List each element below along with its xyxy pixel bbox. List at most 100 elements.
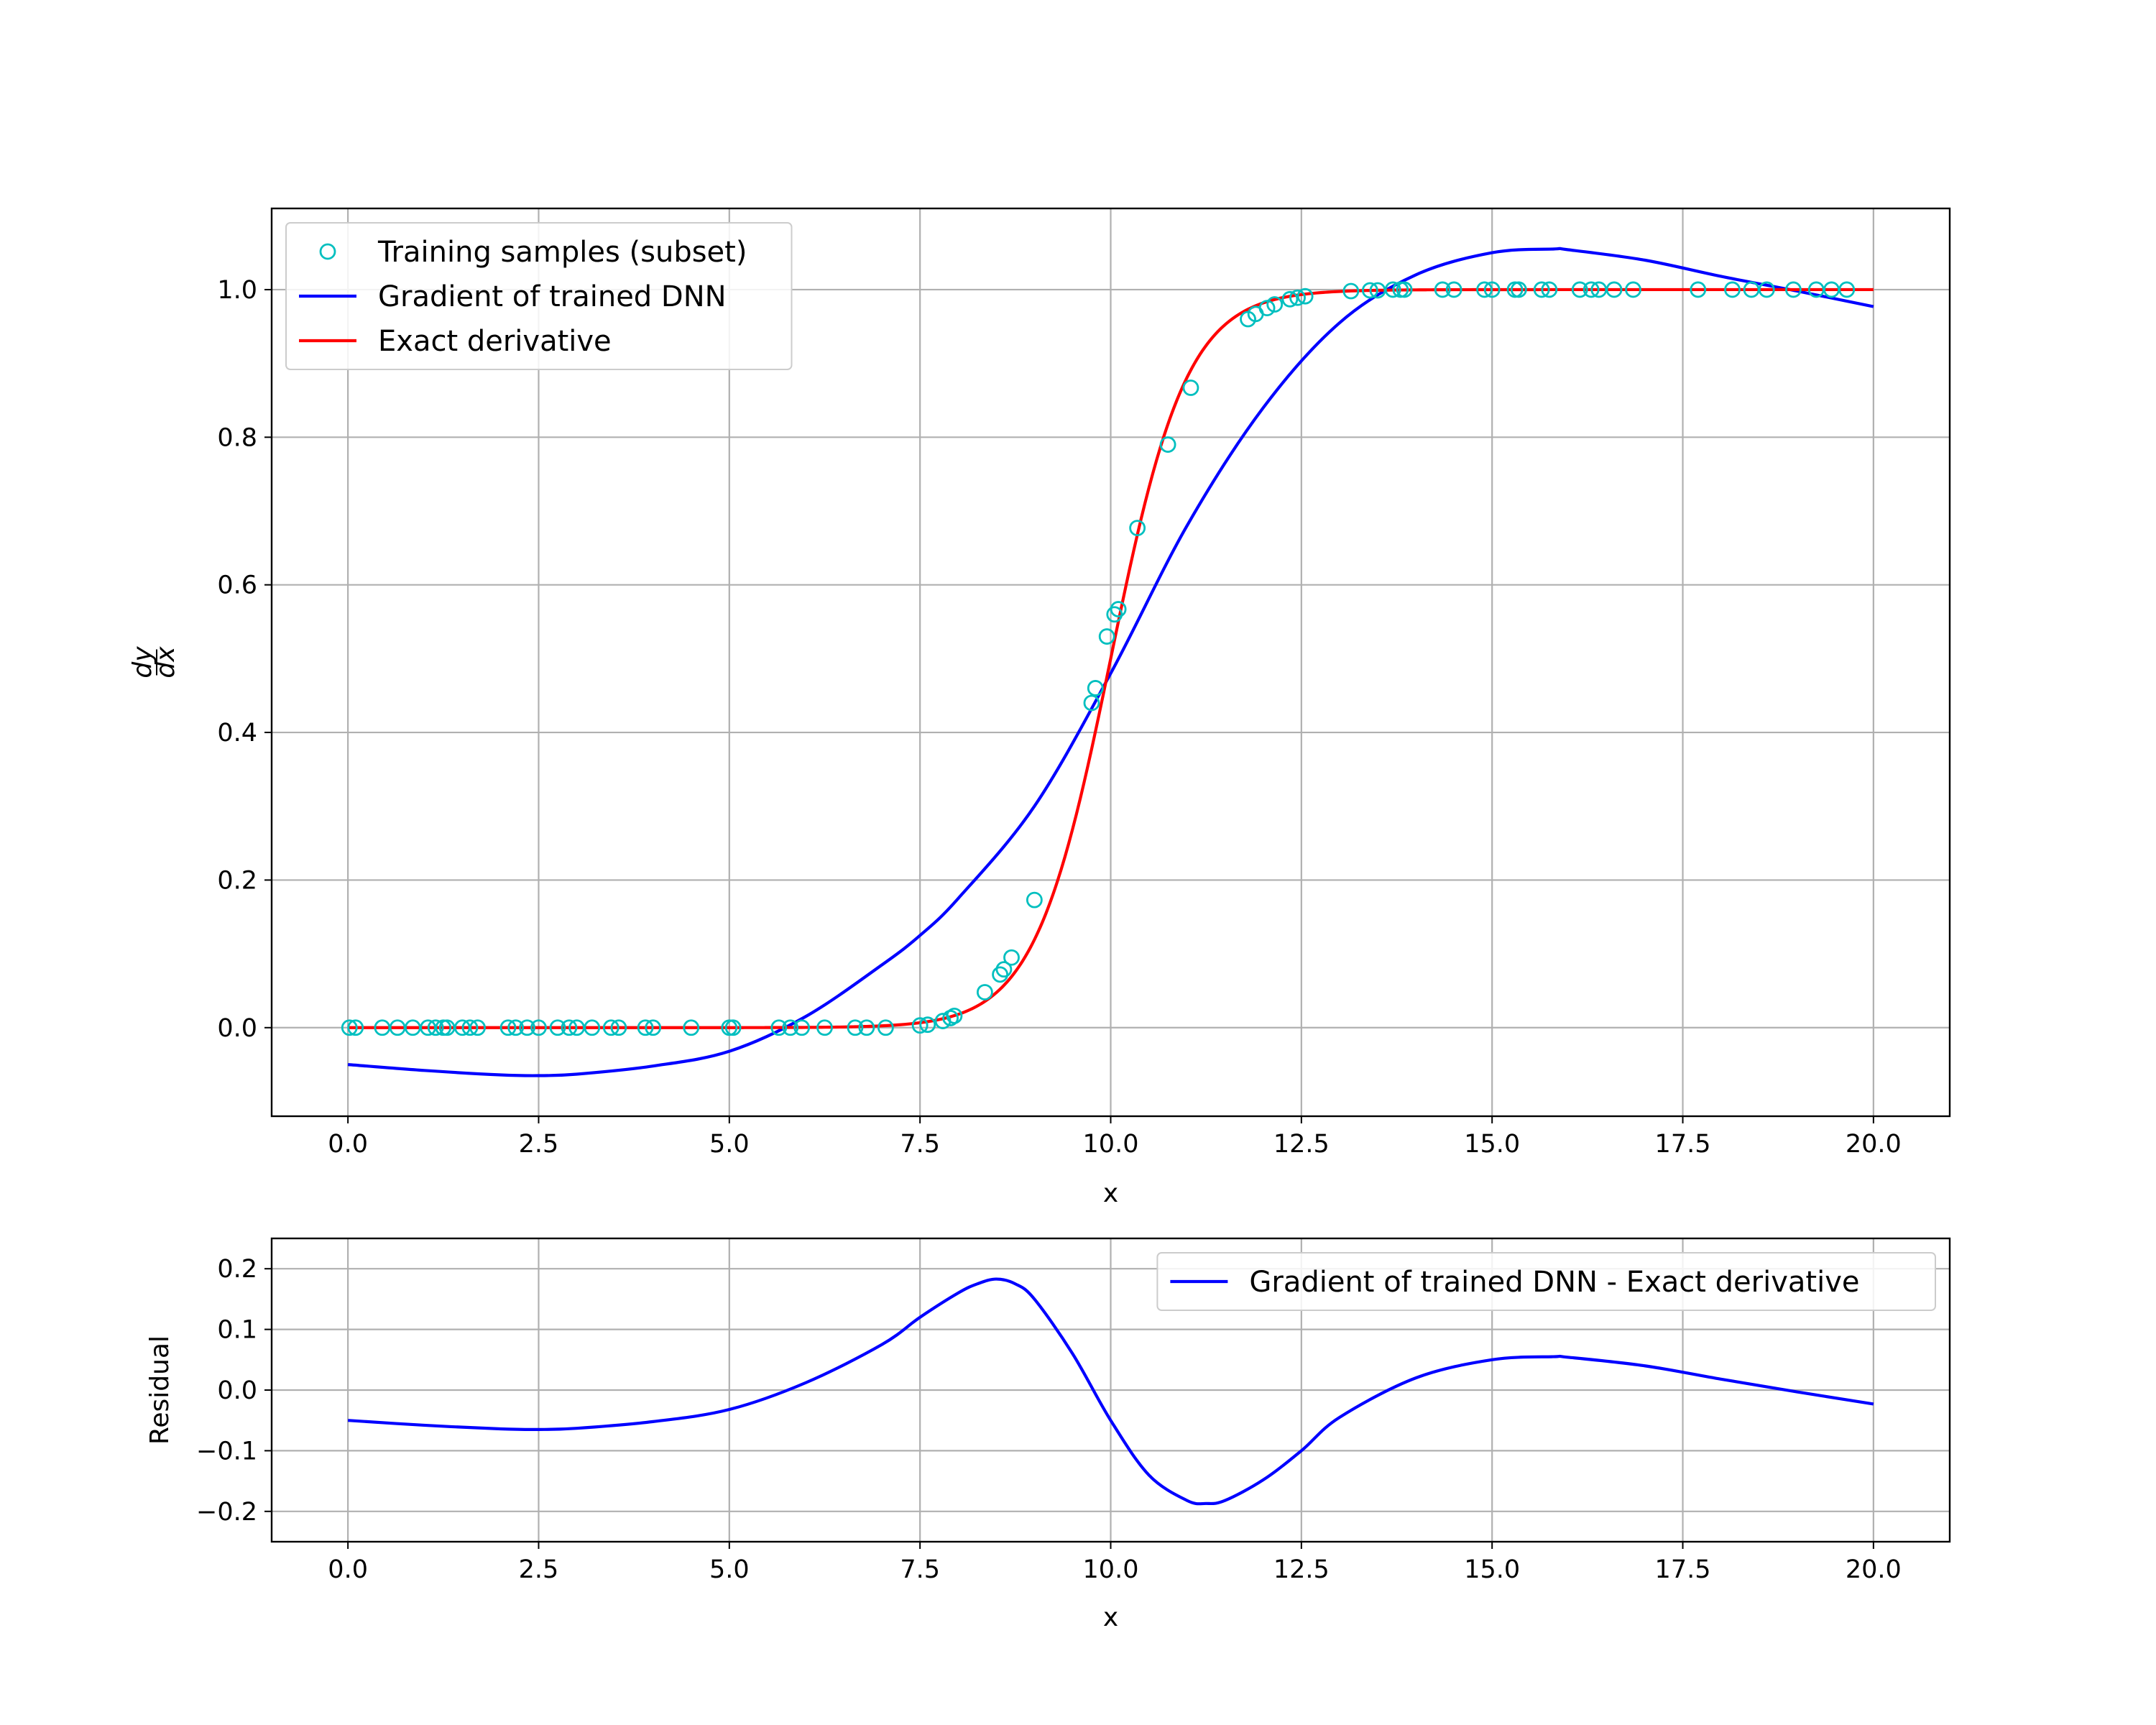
x-tick-label: 12.5	[1273, 1555, 1330, 1584]
legend-label: Gradient of trained DNN - Exact derivati…	[1249, 1266, 1859, 1299]
training-sample-point	[919, 1016, 936, 1034]
training-sample-point	[561, 1019, 578, 1036]
x-tick-label: 20.0	[1846, 1130, 1902, 1159]
legend-box	[1156, 1252, 1936, 1311]
x-tick-label: 15.0	[1464, 1130, 1520, 1159]
training-sample-point	[1758, 281, 1775, 298]
training-sample-point	[1476, 281, 1493, 298]
series-line-gradient-of-trained-dnn-exact-derivative	[348, 1277, 1874, 1506]
legend: Training samples (subset) Gradient of tra…	[285, 222, 793, 370]
x-axis-label: x	[1103, 1603, 1118, 1632]
training-sample-point	[347, 1019, 364, 1036]
training-sample-point	[946, 1007, 963, 1024]
x-tick-label: 5.0	[709, 1130, 750, 1159]
training-sample-point	[847, 1019, 864, 1036]
y-tick-label: 1.0	[217, 276, 257, 305]
x-tick-label: 0.0	[328, 1130, 368, 1159]
training-sample-point	[499, 1019, 517, 1036]
training-sample-point	[1361, 282, 1378, 299]
x-tick-label: 7.5	[900, 1130, 940, 1159]
y-tick-label: −0.2	[196, 1498, 257, 1527]
x-tick-label: 12.5	[1273, 1130, 1330, 1159]
y-tick-label: 0.2	[217, 866, 257, 895]
residual-chart-panel: 0.0 2.5 5.0 7.5 10.0 12.5 15.0 17.5 20.0 0.2 0.1 0.…	[145, 1237, 1951, 1632]
training-sample-point	[1384, 281, 1401, 298]
training-sample-point	[1541, 281, 1558, 298]
training-sample-point	[1583, 281, 1600, 298]
legend-label: Gradient of trained DNN	[378, 280, 727, 313]
series-line-exact-derivative	[348, 288, 1874, 1029]
training-sample-point	[1106, 606, 1123, 623]
plot-area	[348, 1277, 1874, 1506]
y-tick-label: 0.0	[217, 1376, 257, 1405]
training-sample-point	[1838, 281, 1856, 298]
training-sample-point	[1533, 281, 1550, 298]
training-sample-point	[461, 1019, 479, 1036]
x-tick-label: 15.0	[1464, 1555, 1520, 1584]
training-sample-point	[1110, 601, 1127, 617]
training-sample-point	[1289, 289, 1306, 306]
legend-label: Exact derivative	[378, 325, 612, 358]
y-tick-label: 0.8	[217, 423, 257, 452]
y-tick-label: 0.6	[217, 571, 257, 600]
training-sample-point	[507, 1019, 525, 1036]
training-sample-point	[976, 984, 993, 1000]
training-sample-point	[602, 1019, 619, 1036]
training-sample-point	[1724, 281, 1741, 298]
training-sample-point	[911, 1017, 929, 1034]
training-sample-point	[1159, 436, 1176, 453]
training-sample-point	[1087, 680, 1104, 696]
y-axis-label: Residual	[145, 1335, 175, 1445]
training-sample-point	[858, 1019, 875, 1036]
x-axis-label: x	[1103, 1179, 1118, 1208]
x-tick-label: 10.0	[1083, 1130, 1139, 1159]
legend: Gradient of trained DNN - Exact derivati…	[1156, 1252, 1936, 1311]
training-sample-point	[1342, 282, 1360, 300]
training-sample-point	[584, 1019, 601, 1036]
y-axis-label-denominator: dx	[151, 646, 180, 678]
training-sample-point	[1785, 281, 1802, 298]
training-sample-point	[724, 1019, 742, 1036]
training-sample-point	[1445, 281, 1462, 298]
training-sample-point	[1606, 281, 1623, 298]
y-tick-label: 0.4	[217, 719, 257, 748]
legend-marker-training-samples	[319, 243, 336, 260]
training-sample-point	[1098, 628, 1115, 645]
training-sample-point	[645, 1019, 662, 1036]
plot-area	[341, 247, 1874, 1077]
training-sample-point	[530, 1019, 547, 1036]
x-tick-label: 5.0	[709, 1555, 750, 1584]
training-sample-point	[1296, 288, 1314, 305]
training-sample-point	[1625, 281, 1641, 298]
training-sample-point	[1510, 281, 1527, 298]
training-sample-point	[637, 1019, 654, 1036]
training-sample-point	[995, 961, 1013, 978]
training-sample-point	[469, 1019, 486, 1036]
legend-box	[285, 222, 793, 370]
grid	[272, 1238, 1950, 1542]
training-sample-point	[1083, 694, 1100, 712]
training-sample-point	[427, 1019, 444, 1036]
training-sample-point	[610, 1019, 627, 1036]
x-tick-label: 10.0	[1083, 1555, 1139, 1584]
training-sample-point	[1003, 949, 1020, 966]
training-sample-point	[1571, 281, 1588, 298]
y-tick-label: −0.1	[196, 1437, 257, 1466]
x-tick-label: 17.5	[1655, 1555, 1711, 1584]
y-tick-label: 0.2	[217, 1255, 257, 1284]
training-sample-point	[1026, 891, 1043, 908]
x-tick-label: 17.5	[1655, 1130, 1711, 1159]
training-samples-markers	[341, 281, 1856, 1036]
training-sample-point	[793, 1019, 811, 1036]
y-tick-label: 0.1	[217, 1316, 257, 1345]
training-sample-point	[770, 1019, 788, 1036]
y-axis-label-numerator: dy	[128, 646, 157, 678]
training-sample-point	[816, 1019, 833, 1036]
x-tick-label: 2.5	[519, 1130, 559, 1159]
training-sample-point	[683, 1019, 700, 1036]
training-sample-point	[1434, 281, 1451, 298]
x-tick-label: 0.0	[328, 1555, 368, 1584]
training-sample-point	[1690, 281, 1707, 298]
training-sample-point	[1182, 380, 1199, 396]
training-sample-point	[1129, 520, 1146, 537]
